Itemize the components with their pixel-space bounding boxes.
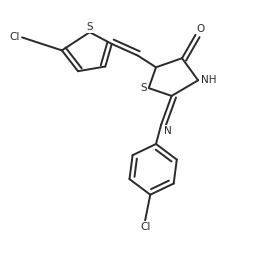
Text: O: O bbox=[197, 24, 205, 34]
Text: NH: NH bbox=[201, 75, 216, 85]
Text: Cl: Cl bbox=[140, 222, 150, 232]
Text: N: N bbox=[164, 126, 172, 136]
Text: S: S bbox=[141, 83, 147, 93]
Text: S: S bbox=[86, 22, 93, 32]
Text: Cl: Cl bbox=[9, 32, 20, 42]
